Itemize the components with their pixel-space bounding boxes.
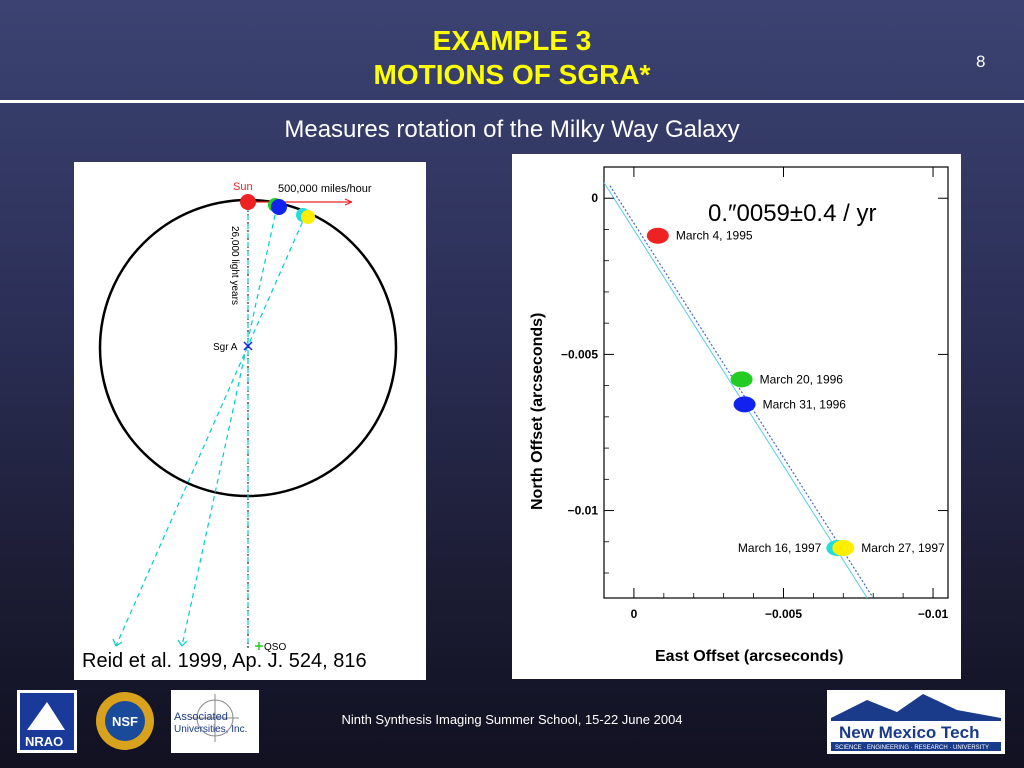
galaxy-diagram: Sun 500,000 miles/hour 26,000 light year… (74, 162, 426, 680)
y-axis-label: North Offset (arcseconds) (529, 313, 546, 510)
sun-marker (240, 194, 256, 210)
data-point-label-2: March 31, 1996 (763, 397, 847, 411)
sun-position-1997b (301, 210, 315, 224)
fit-line (609, 185, 874, 599)
velocity-arrowhead (344, 198, 353, 206)
model-line (603, 182, 868, 599)
proper-motion-annotation: 0.″0059±0.4 / yr (708, 200, 877, 227)
x-tick-label-0: 0 (631, 607, 638, 621)
footer-text: Ninth Synthesis Imaging Summer School, 1… (341, 712, 683, 727)
x-axis-label: East Offset (arcseconds) (655, 648, 844, 665)
data-point-label-3: March 16, 1997 (738, 541, 822, 555)
nrao-logo: NRAO (17, 690, 77, 753)
nmt-logo-tagline: SCIENCE · ENGINEERING · RESEARCH · UNIVE… (835, 745, 989, 751)
arrowhead-3 (112, 638, 123, 647)
sgra-position-chart: 0 0 −0.005 −0.005 −0.01 −0.01 March 4, 1995 Ma… (512, 154, 961, 679)
data-point-4 (832, 540, 855, 557)
axis-ticks: 0 0 −0.005 −0.005 −0.01 −0.01 (561, 167, 949, 621)
slide-subtitle: Measures rotation of the Milky Way Galax… (284, 116, 740, 143)
nmt-logo: New Mexico Tech SCIENCE · ENGINEERING · … (827, 690, 1005, 754)
galaxy-diagram-svg: Sun 500,000 miles/hour 26,000 light year… (98, 181, 398, 653)
sun-label: Sun (233, 181, 253, 193)
qso-marker (255, 642, 263, 650)
data-points: March 4, 1995 March 20, 1996 March 31, 199… (646, 227, 945, 557)
title-divider (0, 100, 1024, 103)
x-tick-label-2: −0.01 (918, 607, 949, 621)
y-tick-label-2: −0.01 (568, 504, 599, 518)
y-tick-label-0: 0 (591, 191, 598, 205)
slide-title: EXAMPLE 3 MOTIONS OF SGRA* (0, 24, 1024, 92)
speed-label: 500,000 miles/hour (278, 183, 372, 195)
data-point-0 (646, 227, 669, 244)
chart-svg: 00−0.005−0.005−0.01−0.01 March 4, 1995Ma… (529, 166, 949, 665)
title-line-1: EXAMPLE 3 (432, 25, 592, 56)
x-tick-label-1: −0.005 (765, 607, 802, 621)
sgra-marker (243, 341, 253, 351)
arrowhead-2 (177, 639, 188, 647)
sgra-label: Sgr A (213, 342, 238, 353)
data-point-label-0: March 4, 1995 (676, 229, 753, 243)
aui-logo: Associated Universities, Inc. (171, 690, 259, 753)
data-point-label-1: March 20, 1996 (760, 372, 844, 386)
data-point-1 (730, 371, 753, 388)
aui-logo-line1: Associated (174, 711, 228, 723)
data-point-2 (733, 396, 756, 413)
data-point-label-4: March 27, 1997 (861, 541, 945, 555)
nmt-logo-name: New Mexico Tech (839, 723, 979, 742)
nsf-logo: NSF (94, 690, 156, 753)
aui-logo-line2: Universities, Inc. (174, 724, 247, 735)
nrao-logo-text: NRAO (25, 734, 63, 749)
qso-label: QSO (264, 642, 286, 653)
sightline-3 (115, 213, 307, 647)
distance-label: 26,000 light years (229, 226, 240, 305)
y-tick-label-1: −0.005 (561, 347, 598, 361)
citation: Reid et al. 1999, Ap. J. 524, 816 (82, 650, 367, 672)
sun-position-1996b (271, 199, 287, 215)
title-line-2: MOTIONS OF SGRA* (373, 59, 651, 90)
sightline-2 (181, 205, 278, 647)
slide-number: 8 (976, 52, 986, 71)
plot-frame (603, 166, 949, 599)
nsf-logo-text: NSF (112, 714, 138, 729)
